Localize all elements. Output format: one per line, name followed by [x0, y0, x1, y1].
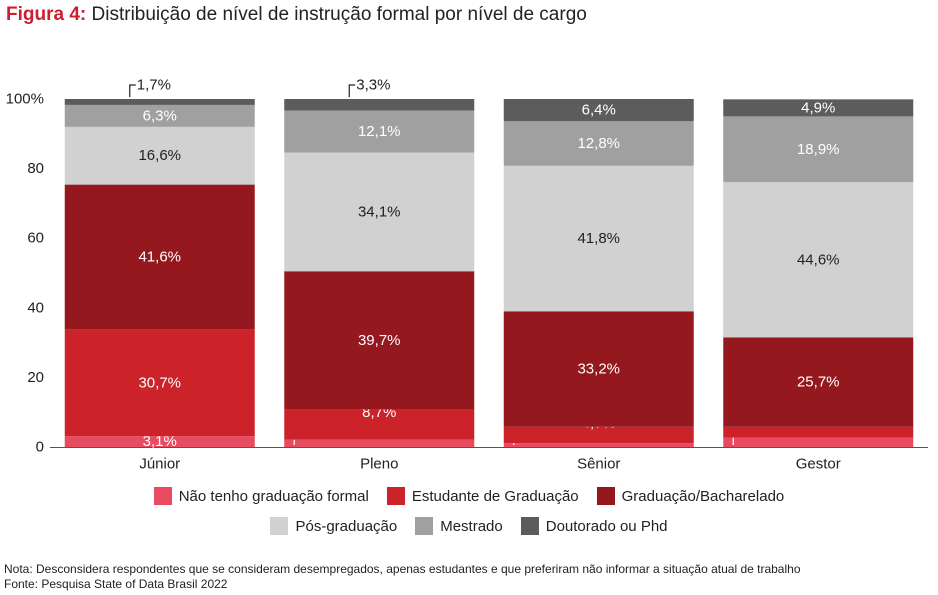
bar-segment [284, 271, 475, 410]
bar-segment [503, 311, 694, 427]
bar-segment [503, 121, 694, 166]
bar-segment [284, 110, 475, 153]
legend-swatch-mestrado [415, 517, 434, 535]
legend-label-pos: Pós-graduação [295, 517, 398, 535]
data-label: 6,3% [143, 107, 177, 124]
bar-segment [64, 329, 255, 437]
bar-segment [503, 443, 694, 447]
bar-segment [64, 184, 255, 330]
source-text: Fonte: Pesquisa State of Data Brasil 202… [4, 577, 228, 591]
data-label: 12,8% [577, 135, 620, 152]
data-label: 39,7% [358, 332, 401, 349]
legend-row-2: Pós-graduação Mestrado Doutorado ou Phd [0, 517, 938, 535]
data-label: 34,1% [358, 203, 401, 220]
data-label: 4,9% [801, 99, 835, 116]
bar-segment [503, 99, 694, 122]
bar-segment [64, 104, 255, 127]
data-label: 16,6% [138, 147, 181, 164]
stacked-bar-chart: 0 20 40 60 80 100% 3,1% 30,7% 41,6% 16,6% 6,3% 1,7%… [6, 77, 928, 473]
bar-segment [723, 426, 914, 438]
legend-swatch-nao-tenho [153, 487, 172, 505]
x-tick-label: Gestor [796, 456, 841, 473]
x-tick-label: Pleno [360, 456, 398, 473]
data-label: 41,8% [577, 230, 620, 247]
x-tick-label: Júnior [139, 456, 180, 473]
bar-segment [503, 426, 694, 444]
data-label: 3,3% [356, 77, 390, 94]
data-label: 41,6% [138, 248, 181, 265]
data-label: 25,7% [797, 374, 840, 391]
legend-item-mestrado: Mestrado [415, 517, 503, 535]
legend-item-nao-tenho: Não tenho graduação formal [153, 487, 369, 505]
data-label: 3,1% [143, 433, 177, 450]
bar-segment [723, 337, 914, 427]
y-tick-label: 60 [27, 230, 44, 247]
bar-segment [723, 116, 914, 183]
callout-leader [348, 84, 356, 97]
legend-label-graduacao: Graduação/Bacharelado [621, 487, 785, 505]
bar-segment [284, 152, 475, 272]
bar-segment [284, 439, 475, 447]
figure-number: Figura 4: [6, 4, 87, 25]
y-tick-label: 0 [36, 439, 44, 456]
y-tick-label: 100% [6, 91, 44, 108]
figure-title-text: Distribuição de nível de instrução forma… [91, 4, 587, 25]
x-tick-label: Sênior [577, 456, 620, 473]
bar-segment [503, 165, 694, 312]
footnotes: Nota: Desconsidera respondentes que se c… [4, 562, 801, 592]
legend-label-nao-tenho: Não tenho graduação formal [178, 487, 369, 505]
y-tick-label: 20 [27, 369, 44, 386]
bar-segment [64, 436, 255, 447]
legend-label-mestrado: Mestrado [440, 517, 503, 535]
data-label: 6,4% [582, 102, 616, 119]
legend-row-1: Não tenho graduação formal Estudante de … [0, 487, 938, 505]
note-text: Nota: Desconsidera respondentes que se c… [4, 562, 801, 576]
data-label: 1,7% [137, 77, 171, 94]
legend-item-estudante: Estudante de Graduação [386, 487, 579, 505]
chart-title: Figura 4: Distribuição de nível de instr… [6, 4, 587, 26]
legend-item-pos: Pós-graduação [270, 517, 397, 535]
legend-swatch-graduacao [596, 487, 615, 505]
legend-swatch-doutorado [520, 517, 539, 535]
bar-segment [284, 99, 475, 111]
y-tick-label: 40 [27, 299, 44, 316]
bar-segment [723, 182, 914, 338]
bar-segment [723, 99, 914, 117]
bar-segment [64, 99, 255, 105]
legend-item-graduacao: Graduação/Bacharelado [596, 487, 785, 505]
legend-swatch-estudante [386, 487, 405, 505]
bar-segment [284, 409, 475, 440]
y-tick-label: 80 [27, 160, 44, 177]
callout-leader [129, 84, 136, 97]
data-label: 12,1% [358, 123, 401, 140]
data-label: 18,9% [797, 141, 840, 158]
legend-swatch-pos [270, 517, 289, 535]
bar-segment [723, 437, 914, 447]
legend-label-doutorado: Doutorado ou Phd [545, 517, 668, 535]
data-label: 44,6% [797, 251, 840, 268]
legend-item-doutorado: Doutorado ou Phd [520, 517, 668, 535]
legend-label-estudante: Estudante de Graduação [411, 487, 579, 505]
data-label: 33,2% [577, 361, 620, 378]
data-label: 30,7% [138, 374, 181, 391]
bar-segment [64, 126, 255, 185]
